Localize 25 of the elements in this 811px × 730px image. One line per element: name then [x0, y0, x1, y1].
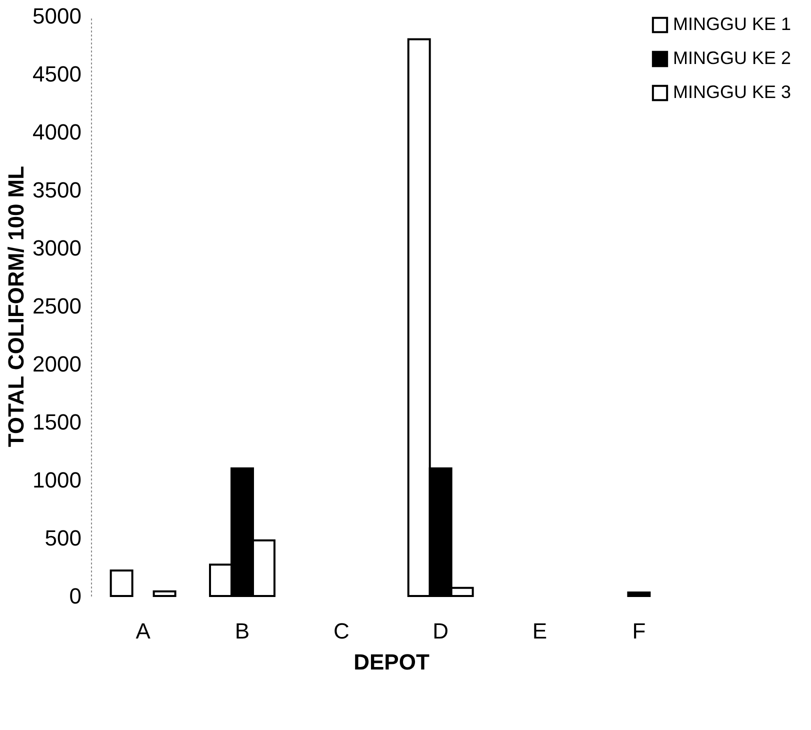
x-tick-label: D: [432, 618, 449, 644]
y-tick-label: 1500: [32, 410, 82, 434]
legend-label: MINGGU KE 2: [673, 48, 792, 68]
y-tick-label: 5000: [32, 4, 82, 28]
x-tick-label: E: [532, 618, 548, 644]
y-tick-label: 3500: [32, 178, 82, 202]
y-tick-label: 1000: [32, 468, 82, 492]
y-tick-label: 3000: [32, 236, 82, 260]
y-tick-label: 2500: [32, 294, 82, 318]
x-tick-label: F: [632, 618, 646, 644]
legend-label: MINGGU KE 1: [673, 14, 792, 34]
y-tick-label: 0: [69, 584, 82, 608]
y-tick-label: 4000: [32, 120, 82, 144]
y-tick-label: 2000: [32, 352, 82, 376]
x-tick-label: C: [333, 618, 350, 644]
x-tick-label: B: [234, 618, 250, 644]
x-axis-title: DEPOT: [354, 650, 430, 674]
y-axis-title: TOTAL COLIFORM/ 100 ML: [4, 166, 29, 448]
y-tick-label: 500: [44, 526, 82, 550]
bar: [110, 569, 134, 597]
bar: [627, 592, 651, 597]
legend-label: MINGGU KE 3: [673, 82, 792, 102]
x-tick-label: A: [136, 618, 151, 644]
y-tick-label: 4500: [32, 62, 82, 86]
bar: [152, 590, 176, 597]
